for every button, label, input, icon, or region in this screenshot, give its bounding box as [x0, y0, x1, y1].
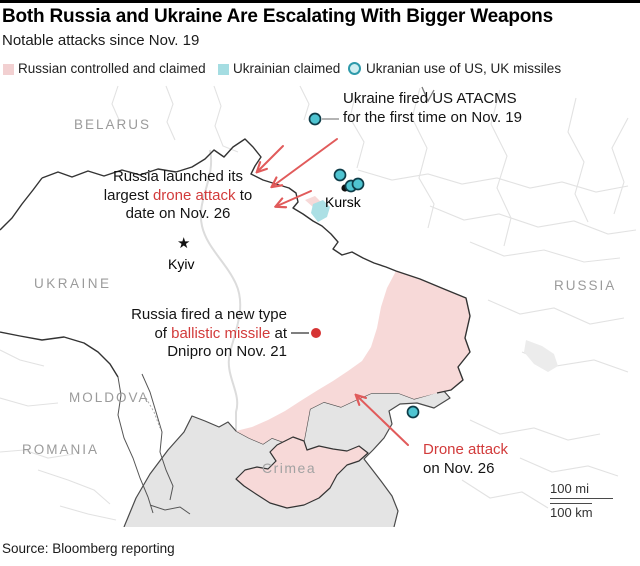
- legend-missile-marker-icon: [348, 62, 361, 75]
- missile-marker-kursk3-icon: [351, 177, 365, 191]
- ukraine-border: [0, 138, 471, 394]
- annotation-ballistic-line2: of ballistic missile at: [107, 325, 287, 344]
- page-title: Both Russia and Ukraine Are Escalating W…: [2, 6, 553, 27]
- missile-marker-kursk1-icon: [333, 168, 347, 182]
- admin-borders: [0, 85, 637, 521]
- attack-arrow-1: [258, 145, 284, 171]
- ukrainian-claimed-region: [311, 200, 330, 222]
- annotation-ballistic-line3: Dnipro on Nov. 21: [167, 343, 287, 360]
- attack-arrows: [258, 138, 409, 446]
- map-scale: 100 mi 100 km: [550, 481, 613, 520]
- annotation-drone-south: Drone attack on Nov. 26: [423, 441, 508, 478]
- legend-swatch-russian-controlled-icon: [3, 64, 14, 75]
- legend-label-ukrainian-claimed: Ukrainian claimed: [233, 61, 341, 76]
- annotation-ballistic: Russia fired a new type of ballistic mis…: [107, 306, 287, 362]
- legend-label-missiles: Ukranian use of US, UK missiles: [366, 61, 562, 76]
- dnieper-river: [199, 149, 242, 430]
- ballistic-missile-dot-icon: [311, 328, 321, 338]
- russian-controlled-region: [236, 271, 470, 444]
- annotation-drone-north: Russia launched its largest drone attack…: [95, 168, 261, 224]
- legend-swatch-ukrainian-claimed-icon: [218, 64, 229, 75]
- country-label-russia: RUSSIA: [554, 278, 617, 293]
- scale-km-bar: [550, 503, 592, 504]
- moldova-borders: [117, 373, 191, 515]
- crimea-region: [235, 436, 369, 509]
- country-label-belarus: BELARUS: [74, 117, 152, 132]
- missile-markers: [308, 112, 420, 419]
- annotation-drone-south-line1: Drone attack: [423, 441, 509, 458]
- annotation-ballistic-line1: Russia fired a new type: [131, 306, 287, 323]
- admin-border-dark-mark: [421, 86, 435, 103]
- scale-mi-label: 100 mi: [550, 481, 590, 496]
- scale-mi-bar: [550, 498, 613, 499]
- country-label-romania: ROMANIA: [22, 442, 100, 457]
- top-rule: [0, 0, 640, 3]
- annotation-ballistic-line2-red: ballistic missile: [171, 324, 271, 342]
- transnistria-dotted-border: [145, 397, 161, 429]
- legend: Russian controlled and claimed Ukrainian…: [0, 59, 640, 77]
- page-subtitle: Notable attacks since Nov. 19: [2, 32, 200, 49]
- annotation-drone-north-line2-red: drone attack: [152, 186, 236, 204]
- country-label-moldova: MOLDOVA: [69, 390, 150, 405]
- annotation-atacms: Ukraine fired US ATACMS for the first ti…: [343, 90, 522, 127]
- annotation-atacms-line1: Ukraine fired US ATACMS: [343, 90, 517, 107]
- annotation-drone-north-line2-pre: largest: [103, 186, 153, 204]
- city-label-kursk: Kursk: [325, 194, 361, 210]
- russia-gray-patch: [524, 340, 558, 372]
- annotation-drone-south-line2: on Nov. 26: [423, 459, 495, 477]
- annotation-drone-north-line2: largest drone attack to: [95, 187, 261, 206]
- annotation-drone-north-line1: Russia launched its: [112, 168, 244, 185]
- region-label-crimea: Crimea: [262, 460, 317, 476]
- country-label-ukraine: UKRAINE: [34, 276, 112, 291]
- kyiv-star-icon: ★: [177, 235, 191, 252]
- annotation-ballistic-line2-post: at: [270, 324, 287, 342]
- annotation-ballistic-line2-pre: of: [154, 324, 172, 342]
- missile-marker-atacms-icon: [308, 112, 322, 126]
- legend-label-russian-controlled: Russian controlled and claimed: [18, 61, 206, 76]
- annotation-drone-north-line3: date on Nov. 26: [125, 205, 231, 222]
- annotation-drone-north-line2-post: to: [235, 186, 253, 204]
- source-note: Source: Bloomberg reporting: [2, 541, 175, 556]
- annotation-atacms-line2: for the first time on Nov. 19: [343, 108, 522, 126]
- attack-arrow-2: [273, 138, 338, 186]
- attack-arrow-3: [277, 190, 312, 206]
- city-label-kyiv: Kyiv: [168, 256, 195, 272]
- scale-km-label: 100 km: [550, 505, 593, 520]
- missile-marker-azov-icon: [406, 405, 420, 419]
- attack-arrow-4: [357, 396, 409, 446]
